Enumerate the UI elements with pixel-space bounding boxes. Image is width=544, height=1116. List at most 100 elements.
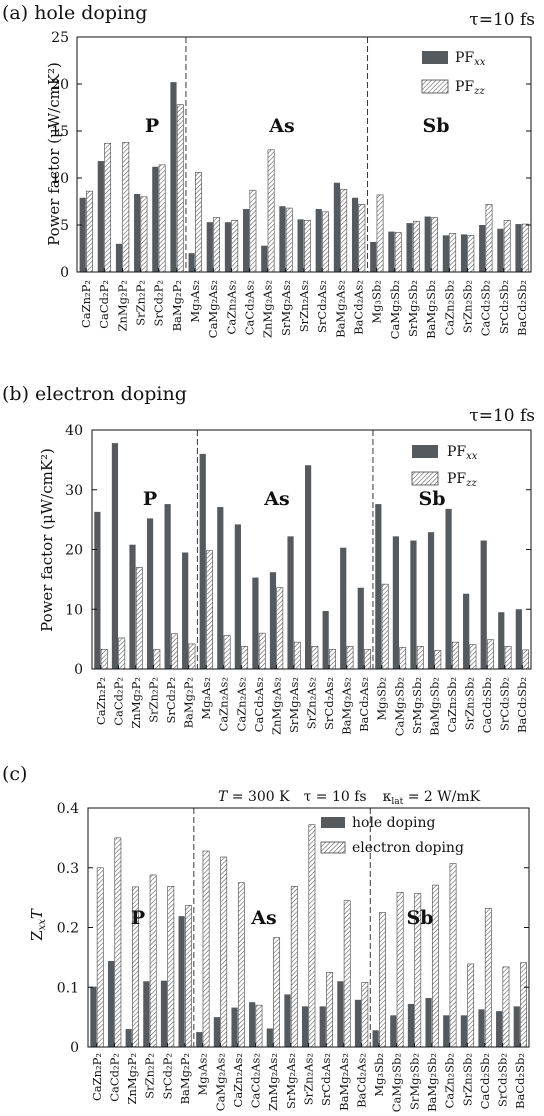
bar bbox=[392, 536, 399, 669]
bar bbox=[188, 253, 195, 272]
legend-label-pfzz: PFzz bbox=[455, 79, 485, 97]
bar bbox=[146, 518, 154, 669]
bar bbox=[388, 231, 395, 272]
x-tick-label: BaMg₂As₂ bbox=[337, 1053, 351, 1111]
bar bbox=[322, 611, 329, 669]
bar bbox=[381, 583, 389, 670]
y-tick-label: 30 bbox=[65, 483, 83, 499]
bar bbox=[153, 648, 161, 670]
x-tick-label: SrMg₂As₂ bbox=[284, 1053, 298, 1109]
bar bbox=[305, 465, 312, 669]
y-tick-label: 0 bbox=[74, 662, 83, 678]
y-axis-label: Power factor (μW/cmK²) bbox=[45, 62, 63, 246]
x-tick-label: CaZn₂Sb₂ bbox=[442, 280, 456, 336]
x-tick-label: CaZn₂As₂ bbox=[231, 1053, 245, 1107]
legend-swatch-hatch bbox=[421, 79, 449, 94]
bar bbox=[224, 222, 232, 272]
y-tick-label: 0 bbox=[60, 265, 69, 281]
bar bbox=[237, 882, 245, 1048]
y-tick-label: 10 bbox=[51, 171, 69, 187]
bar bbox=[140, 196, 148, 273]
x-tick-label: BaCd₂Sb₂ bbox=[515, 280, 529, 336]
bar bbox=[315, 209, 322, 272]
x-tick-label: SrZn₂Sb₂ bbox=[460, 1053, 474, 1106]
bar bbox=[329, 648, 336, 670]
panel-title: (b) electron doping bbox=[2, 383, 187, 405]
panel-electron-doping: (b) electron doping τ=10 fs Power factor… bbox=[2, 383, 535, 736]
x-tick-label: SrMg₂As₂ bbox=[287, 677, 301, 733]
x-tick-label: ZnMg₂As₂ bbox=[269, 677, 283, 735]
bar bbox=[94, 511, 101, 669]
x-tick-label: BaMg₂As₂ bbox=[340, 677, 354, 735]
legend-label-pfxx: PFxx bbox=[455, 50, 486, 68]
bar bbox=[220, 856, 228, 1048]
legend-label-hole: hole doping bbox=[352, 815, 436, 831]
x-tick-label: Mg₃As₂ bbox=[196, 1053, 210, 1096]
bar bbox=[134, 193, 141, 272]
x-tick-label: BaMg₂P₂ bbox=[178, 1053, 192, 1104]
bar bbox=[522, 649, 530, 670]
x-tick-label: SrCd₂Sb₂ bbox=[498, 677, 512, 731]
bar bbox=[351, 197, 359, 272]
x-tick-label: CaMg₂Sb₂ bbox=[388, 280, 402, 339]
legend: PFxx PFzz bbox=[411, 444, 478, 489]
bar bbox=[496, 1011, 503, 1047]
bar bbox=[354, 999, 362, 1047]
bar bbox=[90, 986, 97, 1047]
y-tick-label: 10 bbox=[65, 602, 83, 618]
x-tick-label: CaCd₂Sb₂ bbox=[478, 1053, 492, 1109]
bar bbox=[358, 204, 366, 273]
bar bbox=[206, 222, 213, 272]
y-tick-label: 20 bbox=[65, 543, 83, 559]
x-tick-label: SrCd₂P₂ bbox=[164, 677, 178, 724]
x-tick-label: SrCd₂P₂ bbox=[160, 1053, 174, 1100]
bar bbox=[406, 223, 413, 272]
bar bbox=[199, 453, 206, 669]
bar bbox=[171, 633, 178, 670]
x-tick-label: SrCd₂P₂ bbox=[152, 280, 166, 327]
x-tick-label: SrCd₂As₂ bbox=[319, 1053, 333, 1106]
bar bbox=[125, 1029, 132, 1047]
x-tick-label: BaMg₂P₂ bbox=[182, 677, 196, 728]
x-tick-label: BaMg₂As₂ bbox=[333, 280, 347, 338]
bar bbox=[167, 885, 175, 1048]
bar bbox=[308, 824, 316, 1048]
y-tick-label: 0 bbox=[70, 1040, 79, 1056]
bar bbox=[416, 645, 424, 670]
bar bbox=[178, 916, 185, 1047]
x-tick-label: ZnMg₂As₂ bbox=[261, 280, 275, 338]
group-label: Sb bbox=[422, 115, 449, 137]
bar bbox=[521, 223, 529, 273]
bar bbox=[249, 189, 257, 273]
bar bbox=[513, 1006, 520, 1047]
x-tick-label: CaZn₂As₂ bbox=[217, 677, 231, 731]
bar bbox=[322, 211, 329, 273]
bar bbox=[479, 225, 486, 272]
bar bbox=[290, 885, 298, 1048]
bar bbox=[412, 220, 420, 273]
bar bbox=[231, 1007, 238, 1047]
x-tick-label: SrZn₂P₂ bbox=[147, 677, 161, 723]
group-label: P bbox=[145, 115, 159, 137]
y-tick-label: 15 bbox=[51, 124, 69, 140]
x-tick-label: CaMg₂Sb₂ bbox=[390, 1053, 404, 1112]
x-tick-label: CaMg₂As₂ bbox=[206, 280, 220, 338]
x-tick-label: CaCd₂P₂ bbox=[97, 280, 111, 329]
x-tick-label: SrMg₂Sb₂ bbox=[406, 280, 420, 337]
bar bbox=[266, 1028, 273, 1047]
bar bbox=[297, 219, 304, 272]
bar bbox=[273, 937, 281, 1048]
bar bbox=[364, 648, 371, 670]
bars bbox=[94, 443, 530, 670]
bar bbox=[100, 648, 108, 670]
bar bbox=[249, 1002, 256, 1047]
bar bbox=[284, 994, 291, 1047]
bar bbox=[515, 609, 522, 669]
bar bbox=[176, 104, 184, 273]
bar bbox=[467, 235, 475, 273]
x-tick-label: CaZn₂Sb₂ bbox=[443, 1053, 457, 1109]
x-tick-label: BaMg₂Sb₂ bbox=[427, 677, 441, 736]
bar bbox=[357, 587, 364, 669]
x-tick-label: CaMg₂Sb₂ bbox=[392, 677, 406, 736]
bar bbox=[164, 504, 171, 669]
